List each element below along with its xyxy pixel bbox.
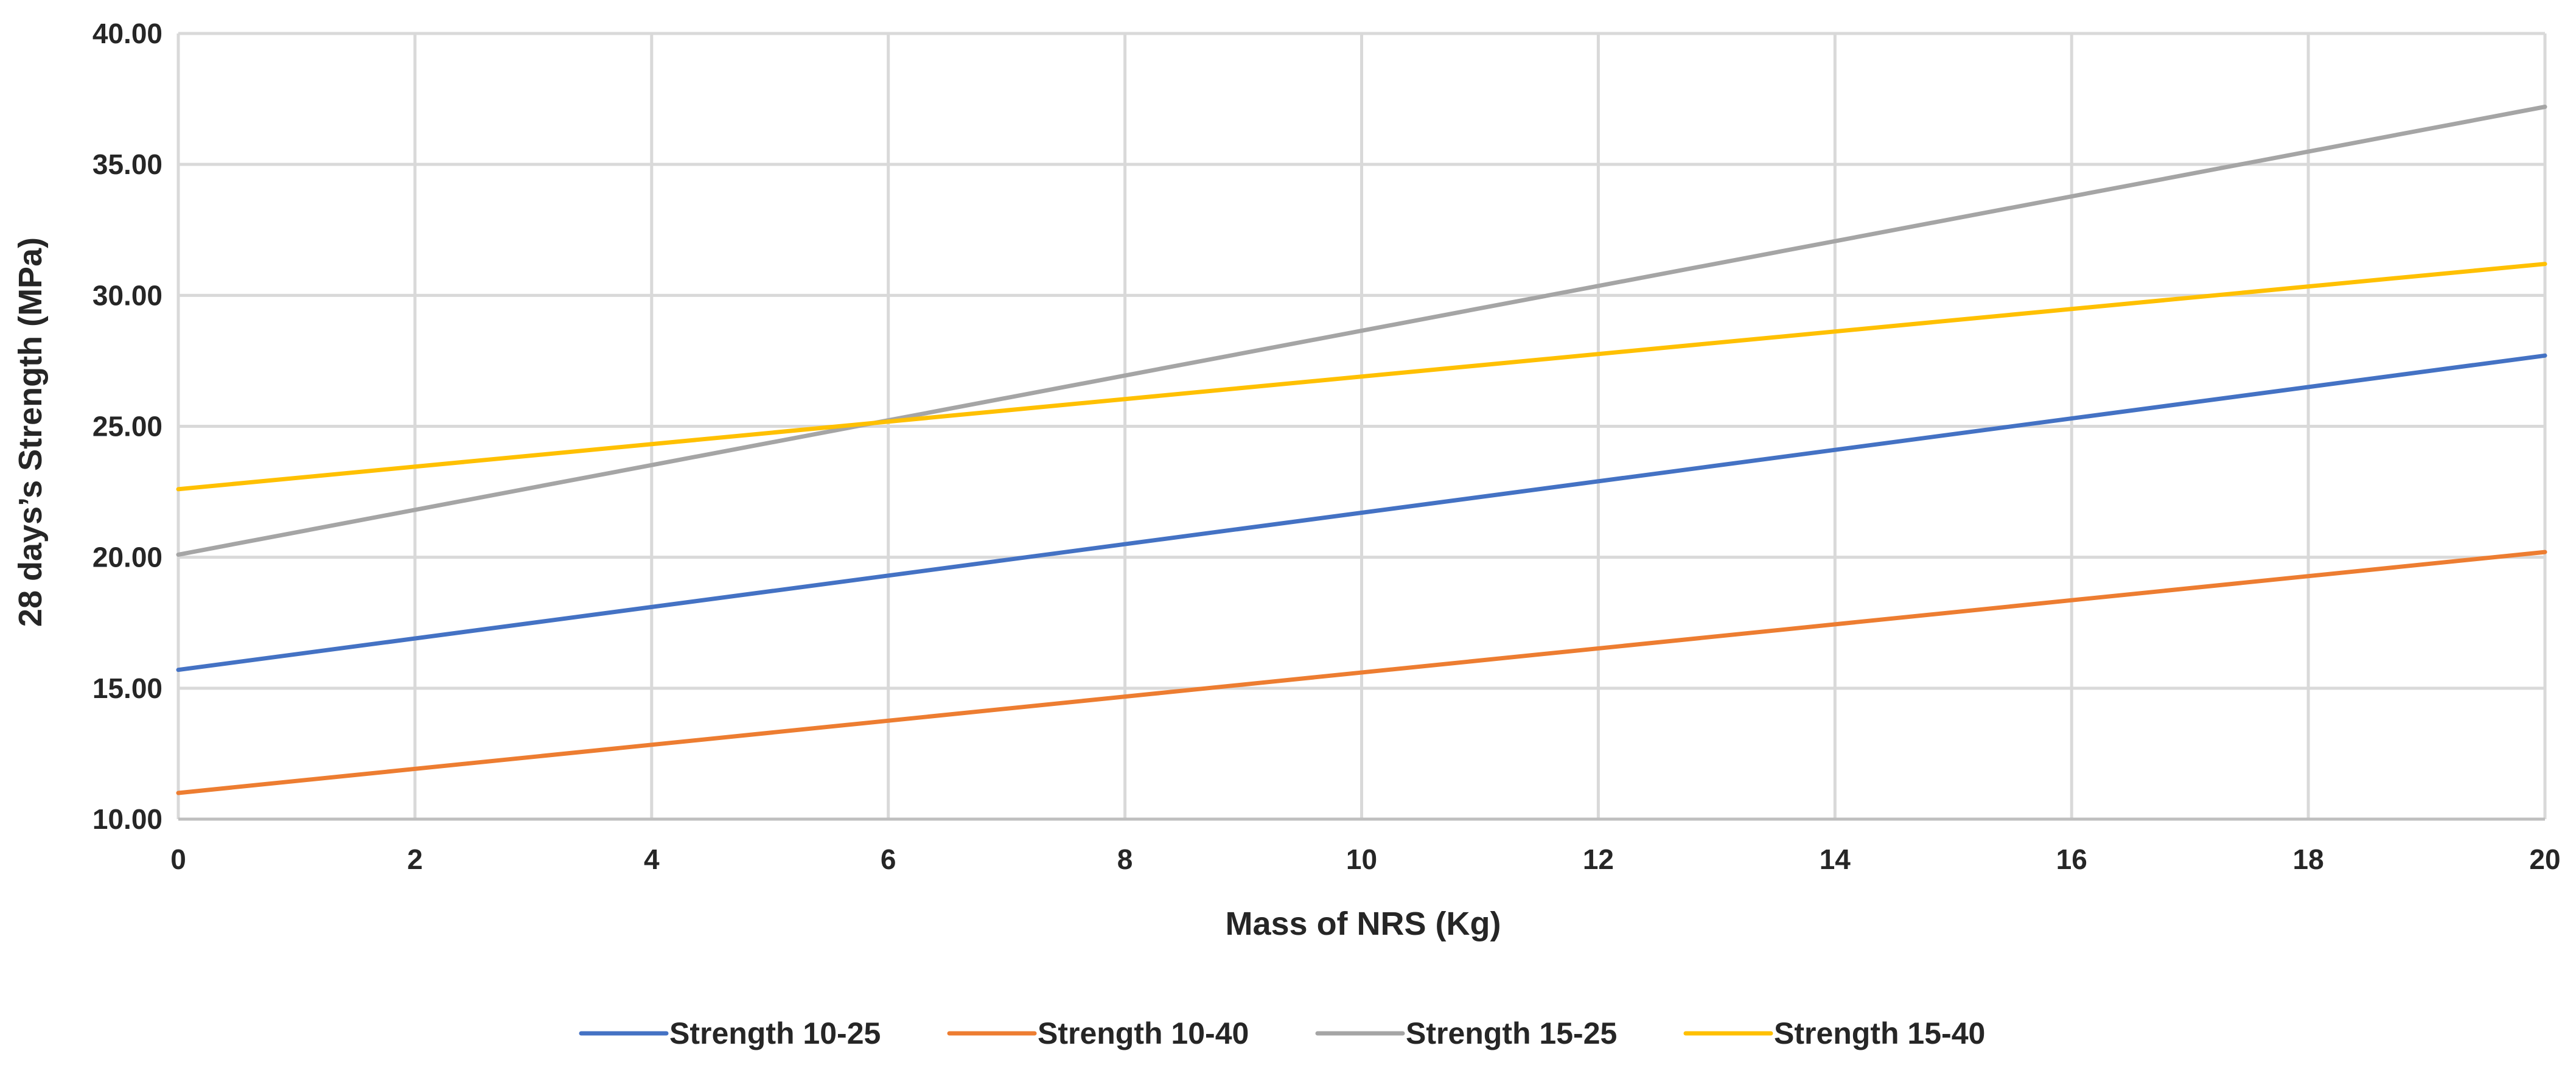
legend-label: Strength 15-40	[1774, 1016, 1985, 1050]
series-lines	[176, 105, 2547, 795]
x-tick-label: 12	[1583, 843, 1614, 875]
series-line-2	[176, 550, 2547, 795]
x-tick-label: 16	[2056, 843, 2087, 875]
x-tick-label: 10	[1346, 843, 1377, 875]
y-tick-label: 15.00	[92, 672, 162, 704]
legend-label: Strength 15-25	[1406, 1016, 1617, 1050]
series-line-4	[176, 262, 2547, 492]
x-tick-label: 6	[881, 843, 896, 875]
x-axis-title: Mass of NRS (Kg)	[1225, 906, 1501, 942]
x-tick-label: 2	[407, 843, 423, 875]
y-tick-labels: 10.00 15.00 20.00 25.00 30.00 35.00 40.00	[92, 18, 162, 835]
x-tick-label: 14	[1820, 843, 1851, 875]
legend-item: Strength 10-40	[947, 1016, 1249, 1050]
legend-item: Strength 10-25	[579, 1016, 881, 1050]
x-tick-label: 20	[2529, 843, 2560, 875]
legend-label: Strength 10-40	[1038, 1016, 1249, 1050]
x-tick-labels: 0 2 4 6 8 10 12 14 16 18 20	[170, 843, 2560, 875]
legend: Strength 10-25 Strength 10-40 Strength 15-…	[579, 1016, 1985, 1050]
x-tick-label: 4	[644, 843, 660, 875]
legend-item: Strength 15-40	[1683, 1016, 1985, 1050]
x-tick-label: 8	[1117, 843, 1133, 875]
series-line-3	[176, 105, 2547, 557]
y-tick-label: 35.00	[92, 148, 162, 180]
y-tick-label: 25.00	[92, 411, 162, 442]
legend-label: Strength 10-25	[669, 1016, 881, 1050]
y-tick-label: 20.00	[92, 542, 162, 573]
y-tick-label: 30.00	[92, 279, 162, 311]
series-line-1	[176, 353, 2547, 672]
y-tick-label: 40.00	[92, 18, 162, 49]
horizontal-gridlines	[178, 32, 2545, 821]
legend-item: Strength 15-25	[1315, 1016, 1617, 1050]
x-tick-label: 18	[2293, 843, 2324, 875]
x-tick-label: 0	[170, 843, 186, 875]
y-axis-title: 28 days’s Strength (MPa)	[12, 237, 49, 627]
y-tick-label: 10.00	[92, 803, 162, 835]
